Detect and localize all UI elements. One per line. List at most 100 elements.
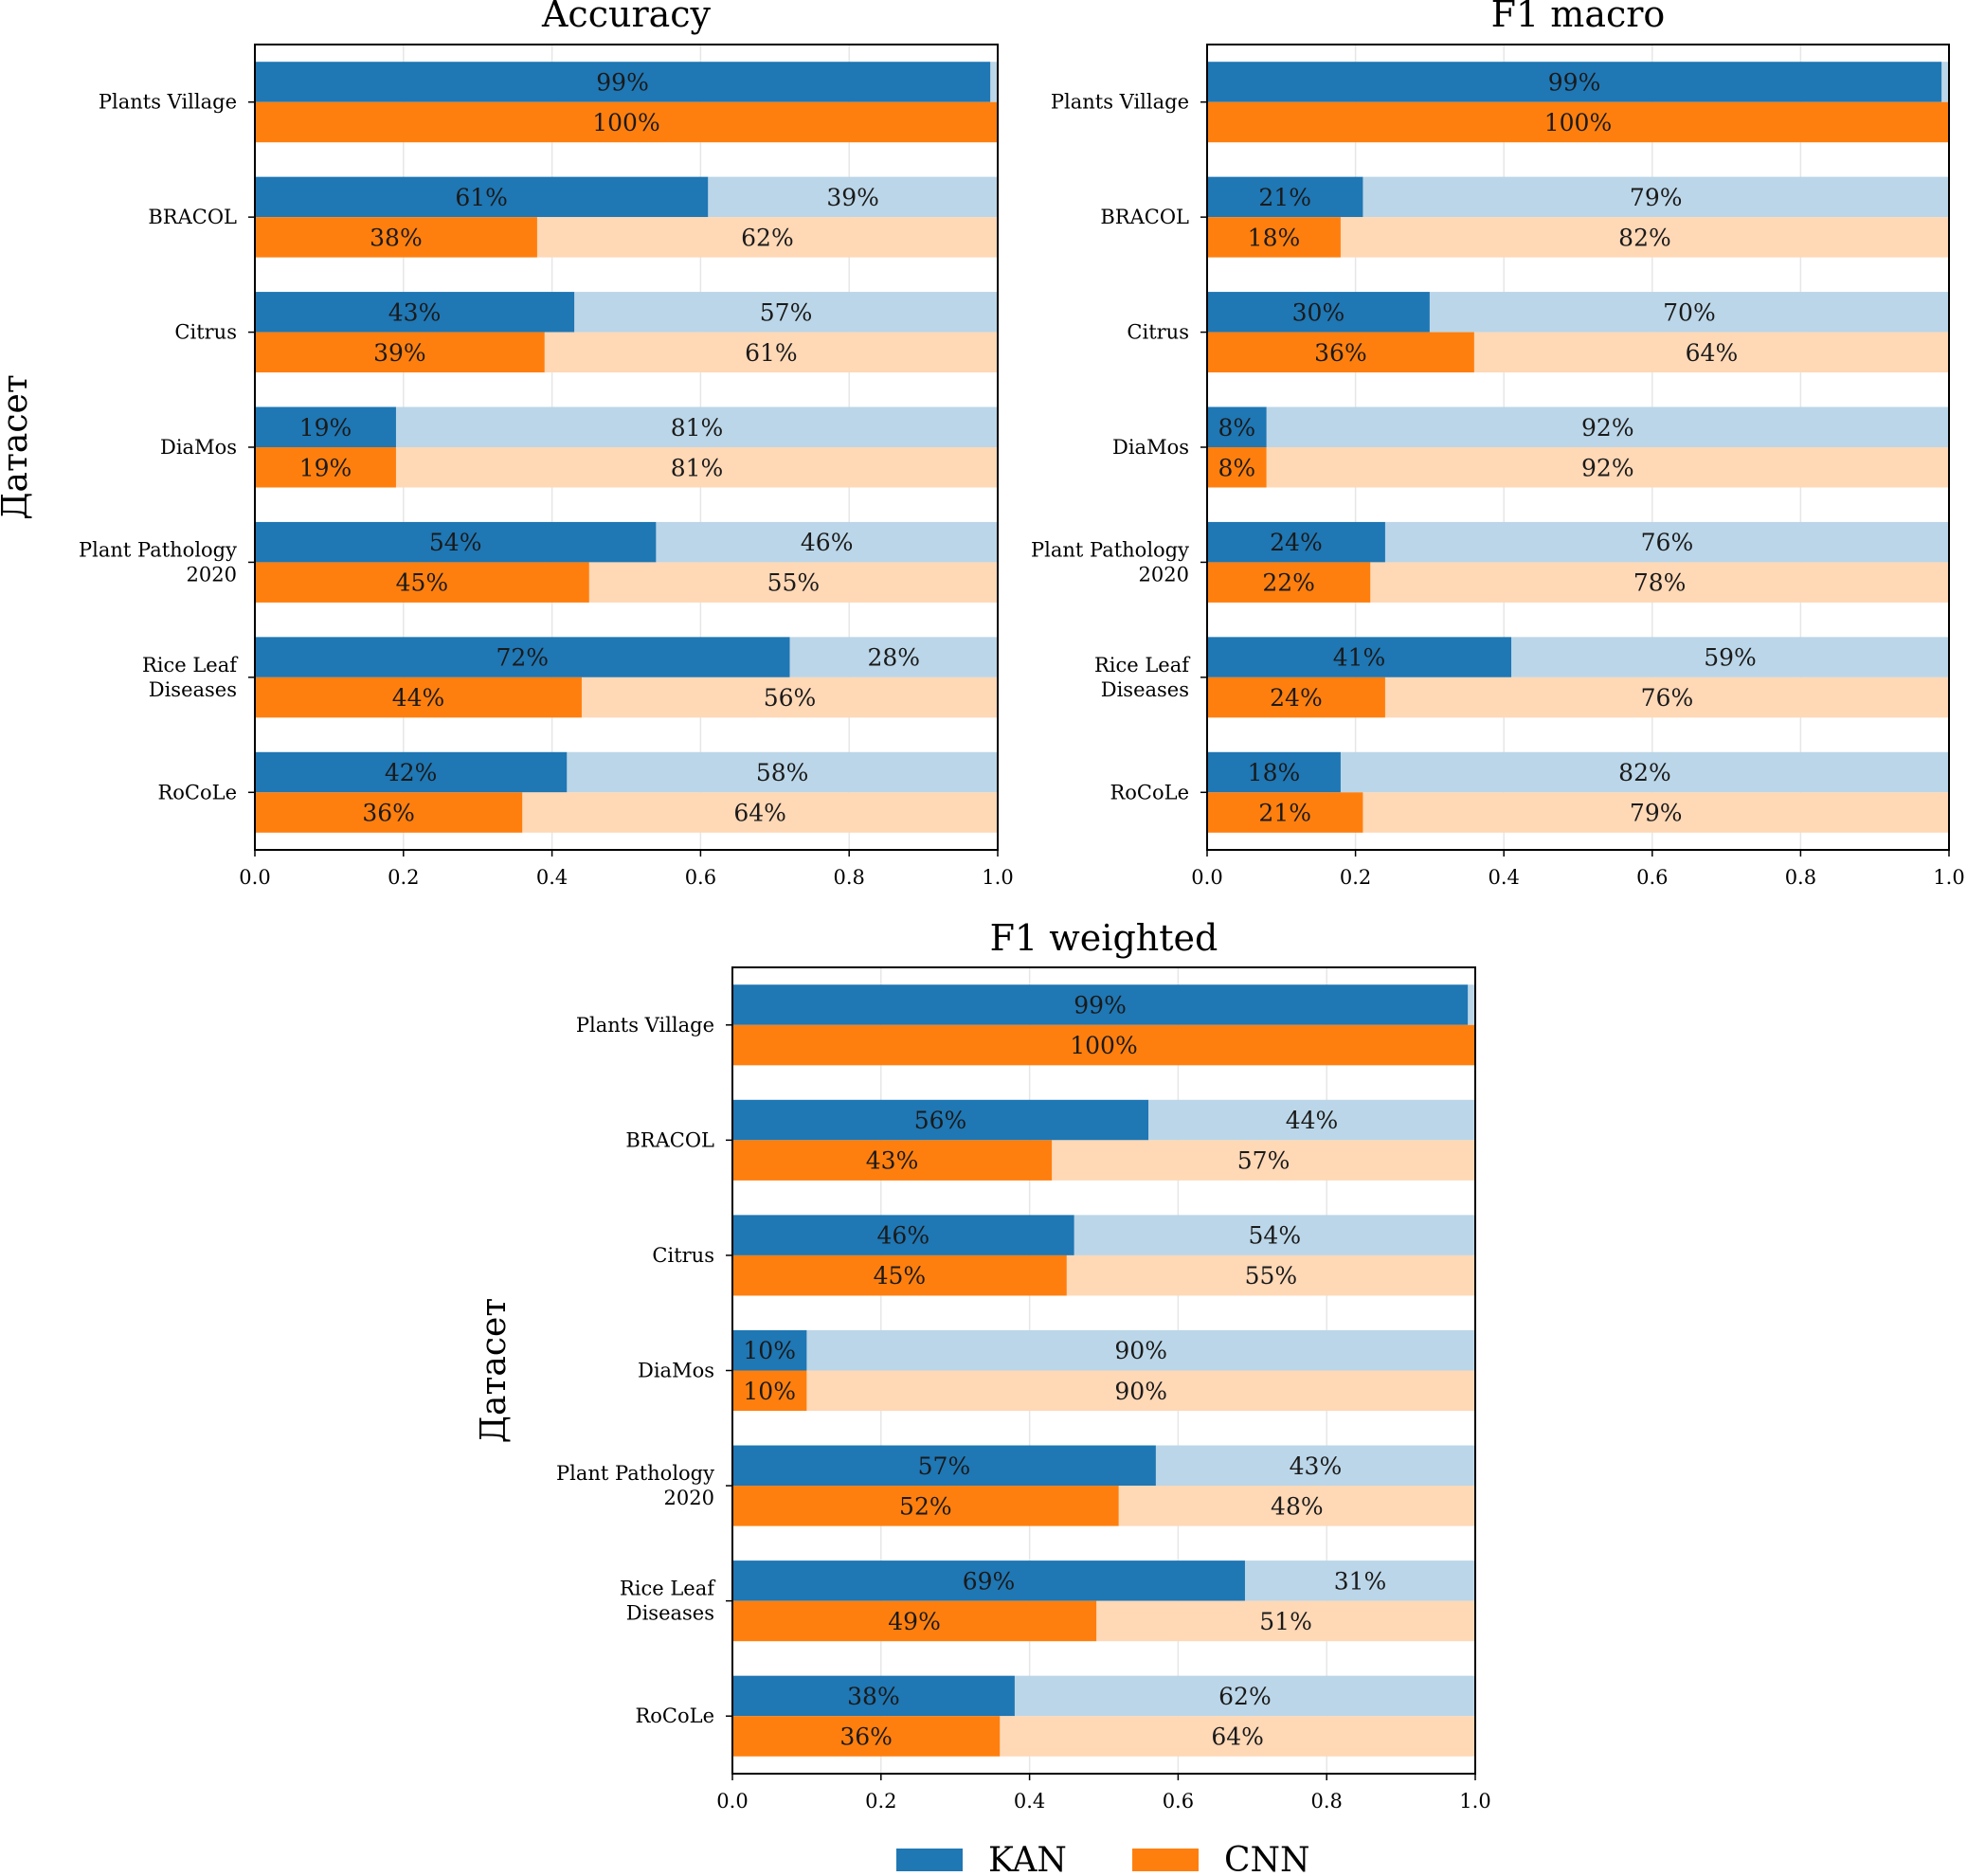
data-label: 72%: [496, 644, 549, 672]
complement-label: 31%: [1334, 1567, 1387, 1595]
x-tick-label: 0.8: [1310, 1790, 1342, 1813]
complement-bar-kan: [1429, 292, 1949, 333]
bar-cnn: [1207, 332, 1474, 373]
bar-kan: [255, 176, 709, 218]
category-label: Diseases: [1101, 678, 1189, 701]
complement-label: 82%: [1618, 759, 1671, 786]
category-label: Diseases: [626, 1602, 714, 1625]
data-label: 100%: [1544, 109, 1612, 136]
complement-bar-kan: [567, 751, 998, 793]
category-label: Plants Village: [1051, 91, 1189, 114]
complement-label: 57%: [1237, 1147, 1290, 1175]
category-label: Diseases: [149, 678, 237, 701]
category-label: RoCoLe: [635, 1705, 714, 1727]
category-label: Rice Leaf: [142, 654, 239, 676]
complement-label: 82%: [1618, 224, 1671, 251]
category-label: BRACOL: [148, 206, 237, 228]
complement-bar-cnn: [1000, 1716, 1475, 1757]
chart-panels: 99% 100% Plants Village 61% 39% 38% 62% BRACOL 4…: [0, 0, 1965, 1813]
bar-cnn: [732, 1024, 1475, 1066]
x-tick-label: 1.0: [1459, 1790, 1490, 1813]
bar-kan: [255, 521, 657, 563]
data-label: 36%: [1314, 339, 1367, 367]
complement-bar-kan: [1362, 176, 1949, 218]
x-tick-label: 1.0: [1933, 866, 1964, 889]
x-tick-label: 0.4: [1014, 1790, 1045, 1813]
complement-bar-kan: [1468, 984, 1475, 1025]
data-label: 19%: [299, 454, 352, 481]
data-label: 45%: [396, 569, 449, 597]
bar-cnn: [255, 792, 523, 833]
x-tick-label: 0.6: [1163, 1790, 1194, 1813]
complement-bar-cnn: [1473, 332, 1949, 373]
bar-cnn: [732, 1486, 1119, 1526]
data-label: 24%: [1270, 529, 1323, 556]
bar-kan: [732, 984, 1469, 1025]
complement-bar-cnn: [1370, 562, 1949, 603]
bar-cnn: [255, 332, 545, 373]
bar-kan: [732, 1560, 1245, 1601]
bar-kan: [1207, 751, 1341, 793]
bar-kan: [1207, 176, 1363, 218]
complement-bar-cnn: [1340, 217, 1949, 258]
complement-bar-kan: [1074, 1215, 1475, 1255]
bar-kan: [1207, 521, 1385, 563]
complement-bar-kan: [990, 62, 998, 102]
category-label: DiaMos: [638, 1360, 714, 1382]
complement-bar-cnn: [1266, 447, 1949, 488]
category-label: Citrus: [652, 1244, 714, 1267]
x-tick-label: 0.6: [1636, 866, 1668, 889]
category-label: Plants Village: [99, 91, 237, 114]
complement-label: 55%: [1245, 1262, 1298, 1290]
axes-frame: [731, 966, 1476, 1775]
legend-swatch-cnn: [1132, 1849, 1199, 1871]
complement-label: 76%: [1641, 684, 1694, 712]
category-label: RoCoLe: [157, 781, 237, 803]
bar-kan: [732, 1329, 807, 1371]
axes-frame: [254, 44, 999, 851]
bar-kan: [255, 62, 991, 102]
bar-cnn: [1207, 792, 1363, 833]
complement-label: 81%: [671, 454, 724, 481]
complement-bar-kan: [806, 1329, 1475, 1371]
complement-label: 90%: [1114, 1337, 1167, 1364]
bar-kan: [732, 1675, 1015, 1717]
category-label: Plants Village: [576, 1014, 714, 1037]
complement-bar-cnn: [1096, 1600, 1475, 1642]
x-tick-label: 0.2: [388, 866, 419, 889]
data-label: 18%: [1248, 224, 1301, 251]
data-label: 99%: [1074, 992, 1127, 1019]
complement-bar-kan: [1266, 406, 1949, 447]
bar-kan: [1207, 292, 1430, 333]
data-label: 57%: [918, 1452, 971, 1480]
data-label: 22%: [1262, 569, 1315, 597]
x-tick-label: 0.2: [1340, 866, 1371, 889]
data-label: 18%: [1248, 759, 1301, 786]
bar-kan: [1207, 406, 1267, 447]
legend-label-cnn: CNN: [1224, 1841, 1310, 1876]
data-label: 52%: [899, 1492, 952, 1520]
complement-bar-cnn: [544, 332, 998, 373]
complement-bar-kan: [1340, 751, 1949, 793]
x-tick-label: 0.6: [685, 866, 716, 889]
complement-bar-kan: [708, 176, 998, 218]
complement-label: 51%: [1259, 1608, 1312, 1635]
x-tick-label: 0.0: [716, 1790, 748, 1813]
category-label: 2020: [187, 563, 237, 586]
bar-cnn: [1207, 101, 1949, 143]
y-axis-label: Датасет: [0, 374, 35, 520]
complement-label: 64%: [1211, 1723, 1264, 1750]
data-label: 54%: [429, 529, 482, 556]
complement-bar-kan: [789, 637, 998, 677]
data-label: 100%: [592, 109, 659, 136]
complement-label: 54%: [1249, 1222, 1302, 1250]
bar-cnn: [732, 1716, 1001, 1757]
complement-label: 44%: [1286, 1107, 1339, 1134]
data-label: 8%: [1218, 414, 1255, 442]
category-label: Plant Pathology: [556, 1462, 714, 1485]
complement-label: 62%: [1218, 1683, 1272, 1710]
complement-bar-kan: [574, 292, 998, 333]
complement-label: 90%: [1114, 1378, 1167, 1405]
category-label: Plant Pathology: [1031, 538, 1189, 561]
